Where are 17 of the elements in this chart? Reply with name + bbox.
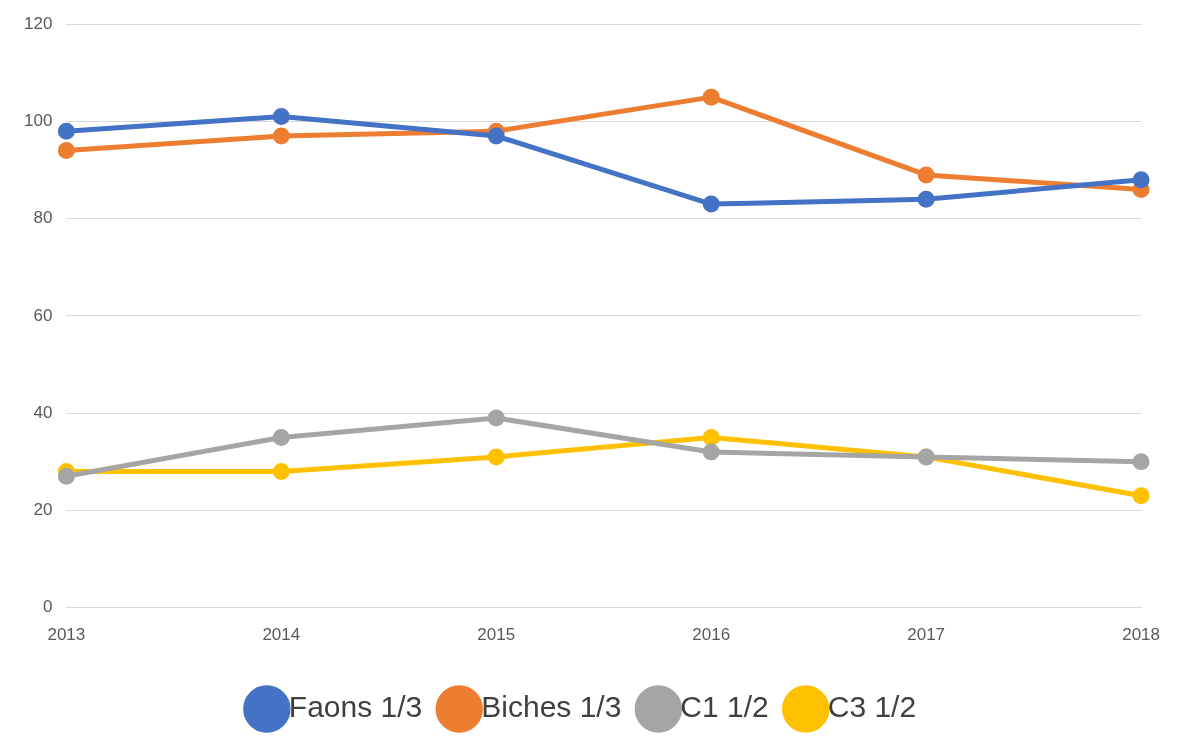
x-tick-label: 2018	[1122, 625, 1160, 645]
y-tick-label: 80	[33, 208, 53, 228]
y-tick-label: 60	[33, 305, 53, 325]
legend-label: Biches 1/3	[481, 690, 622, 724]
legend-label: Faons 1/3	[288, 690, 423, 724]
x-tick-label: 2015	[477, 625, 516, 645]
x-tick-label: 2017	[907, 625, 946, 645]
y-tick-label: 0	[42, 597, 53, 617]
y-tick-label: 120	[23, 13, 53, 33]
x-tick-label: 2016	[692, 625, 731, 645]
x-tick-label: 2014	[262, 625, 301, 645]
y-tick-label: 20	[33, 500, 53, 520]
x-tick-label: 2013	[47, 625, 86, 645]
legend-label: C3 1/2	[827, 690, 917, 724]
y-tick-label: 100	[23, 111, 53, 131]
legend-label: C1 1/2	[680, 690, 769, 724]
y-tick-label: 40	[33, 402, 53, 422]
